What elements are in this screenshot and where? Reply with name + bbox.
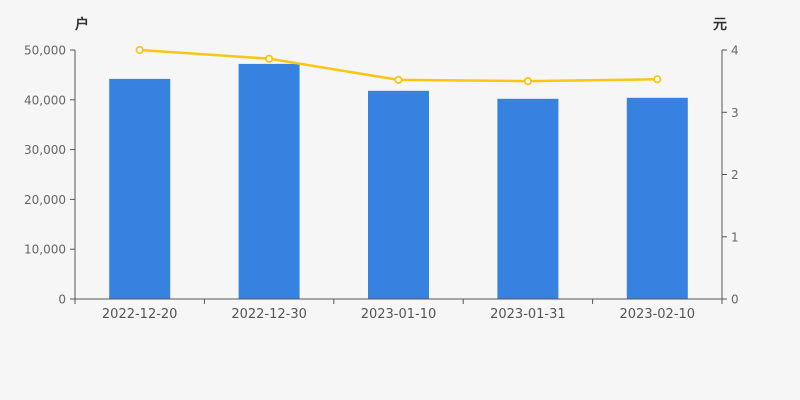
right-axis-unit-label: 元 (713, 17, 727, 33)
bar-2022-12-20[interactable] (109, 78, 171, 300)
axes (70, 49, 727, 304)
line-point-2023-01-31[interactable] (523, 77, 533, 86)
x-axis-labels: 2022-12-20 2022-12-30 2023-01-10 2023-01-31… (102, 307, 695, 322)
line-point-2022-12-20[interactable] (135, 45, 144, 55)
x-label-2022-12-20: 2022-12-20 (102, 307, 178, 322)
x-label-2023-01-10: 2023-01-10 (361, 307, 437, 322)
bar-2022-12-30[interactable] (238, 63, 300, 300)
plot-area: 0 10,000 20,000 30,000 40,000 50,000 0 1 2 3 4 2022… (24, 44, 739, 323)
left-axis-tick-label: 50,000 (24, 44, 66, 58)
bar-2023-02-10[interactable] (626, 97, 688, 299)
left-axis-labels: 0 10,000 20,000 30,000 40,000 50,000 (24, 44, 66, 307)
right-axis-labels: 0 1 2 3 4 (731, 44, 739, 307)
right-axis-tick-label: 4 (731, 44, 739, 58)
left-axis-tick-label: 30,000 (24, 143, 66, 157)
left-axis-tick-label: 0 (58, 293, 66, 307)
left-axis-tick-label: 10,000 (24, 243, 66, 257)
right-axis-tick-label: 3 (731, 106, 739, 120)
x-label-2023-01-31: 2023-01-31 (490, 307, 566, 322)
left-axis-tick-label: 40,000 (24, 93, 66, 107)
right-axis-tick-label: 2 (731, 168, 739, 182)
left-axis-tick-label: 20,000 (24, 193, 66, 207)
right-axis-tick-label: 0 (731, 293, 739, 307)
x-label-2023-02-10: 2023-02-10 (620, 307, 696, 322)
line-point-2023-01-10[interactable] (394, 75, 403, 85)
line-point-2022-12-30[interactable] (264, 54, 274, 63)
bar-series (109, 63, 688, 300)
line-point-2023-02-10[interactable] (653, 75, 662, 84)
right-axis-tick-label: 1 (731, 230, 739, 244)
bar-2023-01-10[interactable] (368, 90, 429, 299)
x-label-2022-12-30: 2022-12-30 (231, 307, 307, 322)
bar-2023-01-31[interactable] (497, 98, 559, 299)
line-markers (135, 45, 662, 86)
left-axis-unit-label: 户 (75, 16, 89, 33)
